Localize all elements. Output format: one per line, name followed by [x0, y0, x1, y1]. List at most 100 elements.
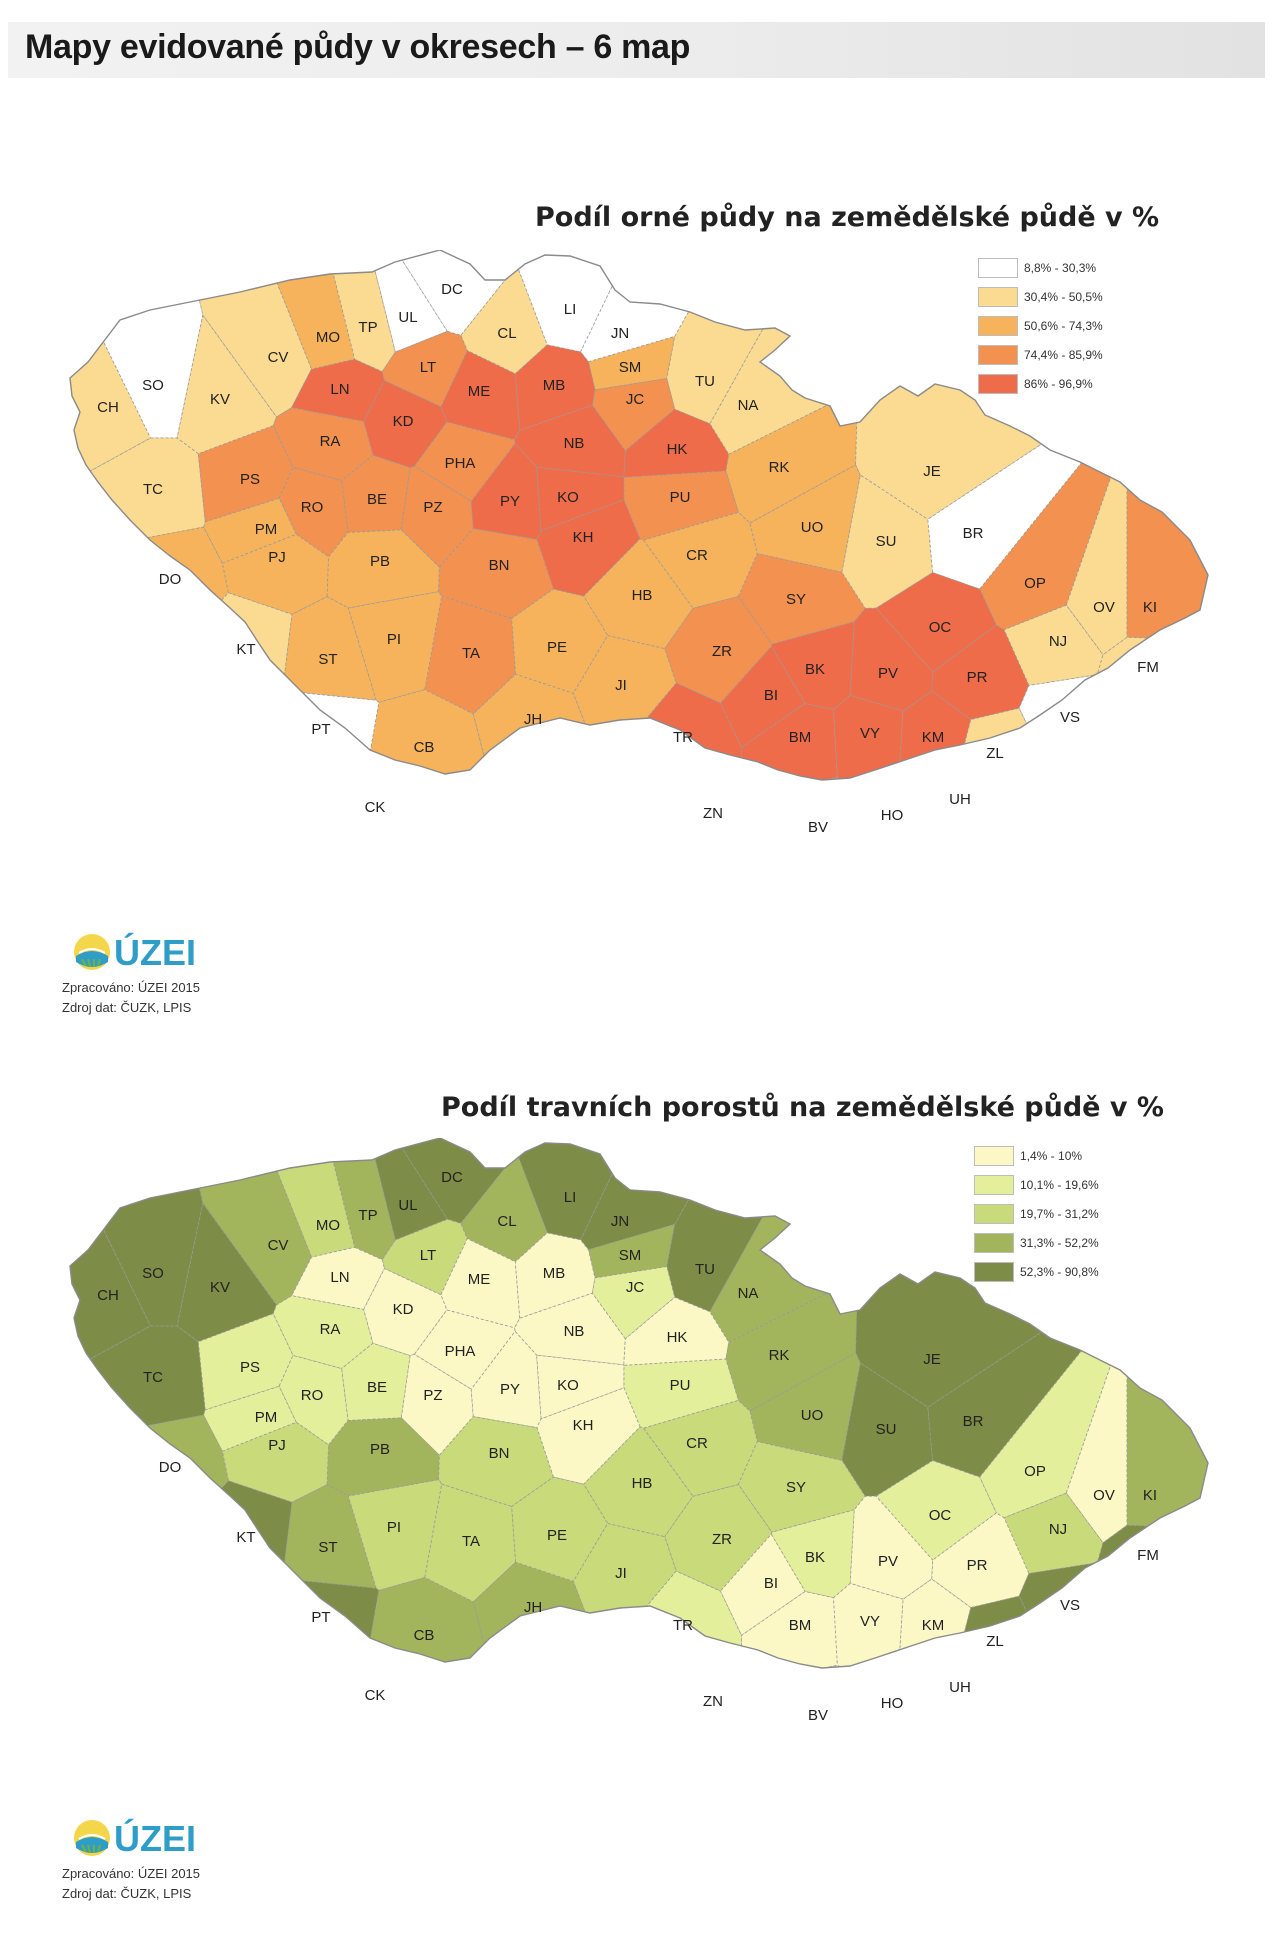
district-pb	[326, 1417, 440, 1497]
district-label-su: SU	[876, 533, 897, 550]
district-label-kt: KT	[236, 641, 255, 658]
legend-swatch	[974, 1204, 1014, 1224]
district-label-pi: PI	[387, 631, 401, 648]
district-do	[70, 1414, 229, 1665]
district-label-li: LI	[564, 301, 577, 318]
district-label-bv: BV	[808, 819, 828, 836]
district-label-dc: DC	[441, 281, 463, 298]
district-label-kh: KH	[573, 529, 594, 546]
district-label-ps: PS	[240, 471, 260, 488]
legend-swatch	[978, 316, 1018, 336]
legend-swatch	[974, 1262, 1014, 1282]
district-label-bm: BM	[789, 1617, 812, 1634]
district-label-mo: MO	[316, 1217, 340, 1234]
legend-label: 74,4% - 85,9%	[1024, 348, 1103, 362]
district-label-pv: PV	[878, 1553, 898, 1570]
district-label-lt: LT	[420, 1247, 436, 1264]
district-mb	[514, 344, 596, 431]
legend-swatch	[974, 1233, 1014, 1253]
district-cl	[460, 1152, 548, 1263]
district-label-sm: SM	[619, 1247, 642, 1264]
district-pt	[181, 690, 380, 780]
district-label-bv: BV	[808, 1707, 828, 1724]
district-label-ra: RA	[320, 1321, 341, 1338]
district-label-vy: VY	[860, 725, 880, 742]
district-pb	[326, 529, 440, 609]
district-label-uo: UO	[801, 1407, 824, 1424]
district-ra	[272, 1295, 374, 1370]
district-ko	[536, 1354, 625, 1420]
district-label-bm: BM	[789, 729, 812, 746]
district-label-jh: JH	[524, 711, 542, 728]
district-label-cl: CL	[497, 1213, 516, 1230]
district-label-jc: JC	[626, 1279, 645, 1296]
legend-label: 8,8% - 30,3%	[1024, 261, 1097, 275]
district-zl	[959, 1595, 1057, 1668]
district-label-oc: OC	[929, 1507, 952, 1524]
logo-icon	[74, 1820, 110, 1856]
district-st	[282, 1484, 377, 1589]
district-label-pu: PU	[670, 1377, 691, 1394]
district-label-vs: VS	[1060, 709, 1080, 726]
legend-label: 50,6% - 74,3%	[1024, 319, 1103, 333]
district-cl	[460, 264, 548, 375]
district-label-ul: UL	[398, 1197, 417, 1214]
district-label-tu: TU	[695, 1261, 715, 1278]
district-label-je: JE	[923, 1351, 941, 1368]
district-label-sm: SM	[619, 359, 642, 376]
map-legend: 8,8% - 30,3% 30,4% - 50,5% 50,6% - 74,3%…	[978, 258, 1168, 398]
district-label-zn: ZN	[703, 1693, 723, 1710]
district-label-py: PY	[500, 493, 520, 510]
district-label-bk: BK	[805, 1549, 825, 1566]
district-label-mb: MB	[543, 1265, 566, 1282]
district-vs	[1018, 1562, 1169, 1668]
district-label-hb: HB	[632, 587, 653, 604]
district-label-nb: NB	[564, 435, 585, 452]
district-label-zn: ZN	[703, 805, 723, 822]
district-label-pb: PB	[370, 553, 390, 570]
district-rk	[725, 1277, 859, 1412]
district-label-bi: BI	[764, 687, 778, 704]
district-label-zl: ZL	[986, 1633, 1004, 1650]
district-label-nj: NJ	[1049, 633, 1067, 650]
district-pm	[203, 497, 297, 564]
district-label-pe: PE	[547, 639, 567, 656]
district-label-bi: BI	[764, 1575, 778, 1592]
district-label-rk: RK	[769, 1347, 790, 1364]
district-lt	[381, 1218, 468, 1296]
district-label-cr: CR	[686, 547, 708, 564]
district-label-ln: LN	[330, 381, 349, 398]
district-label-bn: BN	[489, 1445, 510, 1462]
district-label-jn: JN	[611, 325, 629, 342]
district-label-ch: CH	[97, 1287, 119, 1304]
district-pr	[931, 624, 1030, 721]
district-label-na: NA	[738, 397, 759, 414]
district-jc	[591, 378, 676, 452]
district-label-ho: HO	[881, 807, 904, 824]
district-be	[341, 454, 411, 533]
district-label-be: BE	[367, 491, 387, 508]
district-label-ko: KO	[557, 1377, 579, 1394]
district-label-bn: BN	[489, 557, 510, 574]
uzei-logo: ÚZEI	[72, 932, 232, 976]
legend-swatch	[978, 258, 1018, 278]
district-lt	[381, 330, 468, 408]
district-label-ho: HO	[881, 1695, 904, 1712]
district-label-pi: PI	[387, 1519, 401, 1536]
district-mb	[514, 1232, 596, 1319]
choropleth-map-grassland: DC LI UL TP CL JN MO CV LT SM TU SO KV CH LN ME MB JC NA KD…	[69, 1138, 1209, 1724]
credit-processed: Zpracováno: ÚZEI 2015	[62, 1866, 201, 1881]
district-label-li: LI	[564, 1189, 577, 1206]
district-vs	[1018, 674, 1169, 780]
district-label-me: ME	[468, 1271, 491, 1288]
credit-processed: Zpracováno: ÚZEI 2015	[62, 980, 201, 995]
district-label-kv: KV	[210, 1279, 230, 1296]
district-label-tp: TP	[358, 319, 377, 336]
district-uh	[919, 1650, 990, 1668]
country-outline	[69, 1138, 1209, 1669]
district-kt	[70, 1480, 293, 1668]
district-label-pe: PE	[547, 1527, 567, 1544]
district-label-uh: UH	[949, 791, 971, 808]
district-label-mo: MO	[316, 329, 340, 346]
district-label-ov: OV	[1093, 599, 1115, 616]
